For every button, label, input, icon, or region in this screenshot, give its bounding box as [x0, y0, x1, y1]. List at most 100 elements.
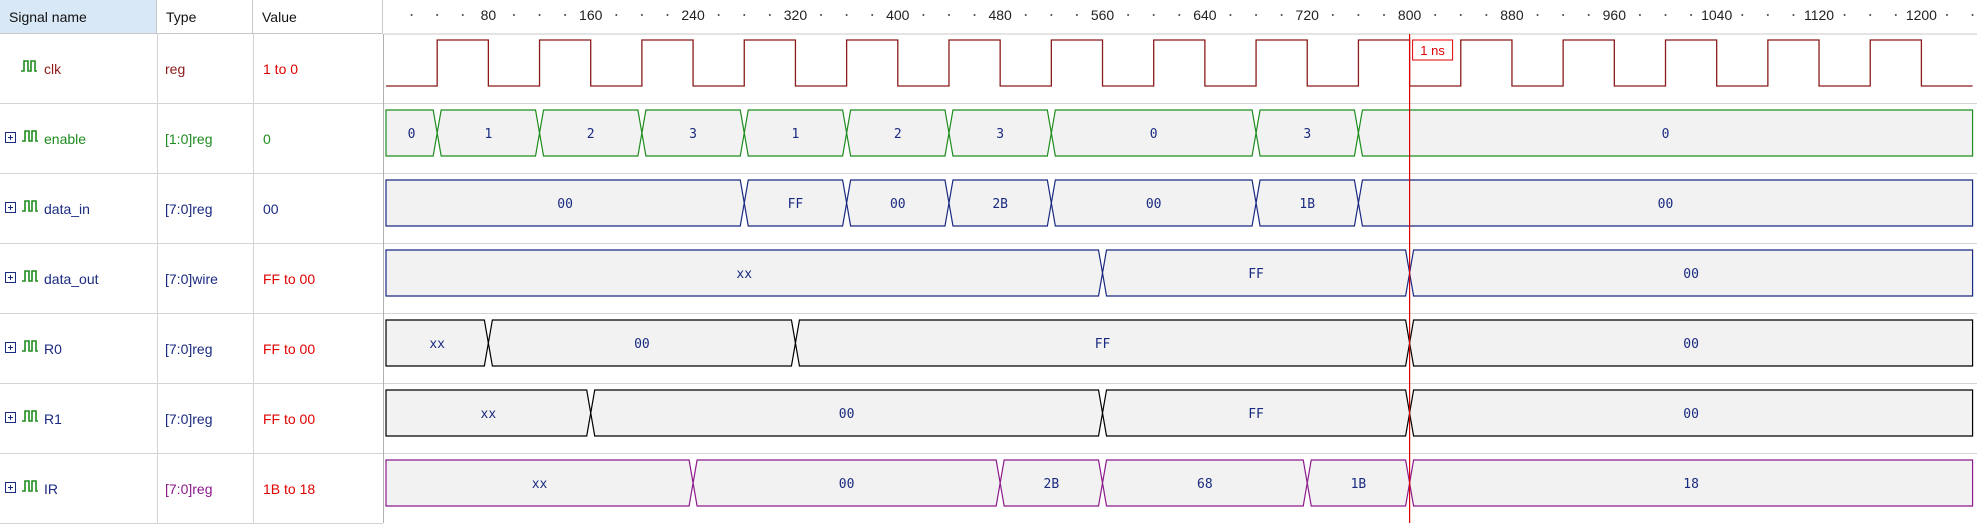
bus-segment — [385, 249, 1104, 297]
signal-name: data_out — [44, 271, 99, 287]
bus-value-label: 00 — [839, 477, 855, 492]
bus-value-label: 2 — [587, 127, 595, 142]
ruler-minor-tick — [1255, 14, 1258, 16]
bus-value-label: FF — [788, 197, 804, 212]
expand-icon[interactable] — [5, 412, 16, 423]
ruler-tick-label: 1120 — [1804, 7, 1834, 23]
ruler-minor-tick — [1178, 14, 1181, 16]
bus-value-label: 18 — [1683, 477, 1699, 492]
signal-value: 1B to 18 — [263, 481, 316, 497]
ruler-minor-tick — [1331, 14, 1334, 16]
column-divider[interactable] — [253, 34, 254, 523]
ruler-tick-label: 160 — [579, 7, 603, 23]
ruler-minor-tick — [1536, 14, 1539, 16]
ruler-minor-tick — [1741, 14, 1744, 16]
expand-icon[interactable] — [5, 482, 16, 493]
expand-icon[interactable] — [5, 272, 16, 283]
bus-value-label: 0 — [1150, 127, 1158, 142]
signal-value: FF to 00 — [263, 271, 316, 287]
signal-row-r1[interactable]: R1 [7:0]reg FF to 00 — [0, 384, 383, 454]
ruler-minor-tick — [1638, 14, 1641, 16]
ruler-tick-label: 240 — [681, 7, 705, 23]
ruler-minor-tick — [1562, 14, 1565, 16]
signal-row-r0[interactable]: R0 [7:0]reg FF to 00 — [0, 314, 383, 384]
bus-value-label: 0 — [1662, 127, 1670, 142]
ruler-minor-tick — [1383, 14, 1386, 16]
signal-waveform-icon — [22, 340, 38, 352]
bus-value-label: 3 — [1303, 127, 1311, 142]
cursor-label-text: 1 ns — [1420, 43, 1445, 58]
bus-value-label: xx — [532, 477, 548, 492]
signal-row-clk[interactable]: clk reg 1 to 0 — [0, 34, 383, 104]
clk-waveform — [386, 39, 1973, 87]
signal-row-data_out[interactable]: data_out [7:0]wire FF to 00 — [0, 244, 383, 314]
expand-icon[interactable] — [5, 202, 16, 213]
ruler-minor-tick — [1459, 14, 1462, 16]
signal-waveform-icon — [22, 480, 38, 492]
bus-value-label: 00 — [634, 337, 650, 352]
signal-value: 1 to 0 — [263, 61, 299, 77]
bus-value-label: 2 — [894, 127, 902, 142]
ruler-minor-tick — [564, 14, 567, 16]
pane-divider[interactable] — [383, 34, 384, 523]
ruler-tick-label: 1040 — [1701, 7, 1732, 23]
bus-value-label: xx — [429, 337, 445, 352]
bus-value-label: 1B — [1351, 477, 1367, 492]
ruler-tick-label: 640 — [1193, 7, 1217, 23]
signal-name: enable — [44, 131, 87, 147]
signal-type: [7:0]reg — [165, 201, 213, 217]
signal-row-enable[interactable]: enable [1:0]reg 0 — [0, 104, 383, 174]
signal-waveform-icon — [22, 410, 38, 422]
ruler-tick-label: 720 — [1296, 7, 1320, 23]
ruler-minor-tick — [512, 14, 515, 16]
bus-value-label: 3 — [996, 127, 1004, 142]
signal-waveform-icon — [22, 270, 38, 282]
column-header-signal-name[interactable]: Signal name — [0, 0, 157, 34]
bus-value-label: xx — [736, 267, 752, 282]
bus-value-label: 1 — [484, 127, 492, 142]
bus-segment — [1408, 389, 1974, 437]
signal-waveform-icon — [21, 60, 37, 72]
bus-value-label: 00 — [890, 197, 906, 212]
bus-segment — [1408, 319, 1974, 367]
ruler-minor-tick — [1690, 14, 1693, 16]
cursor-label-box — [1412, 39, 1454, 61]
signal-type: [1:0]reg — [165, 131, 213, 147]
ruler-minor-tick — [436, 14, 439, 16]
expand-icon[interactable] — [5, 342, 16, 353]
ruler-tick-label: 320 — [784, 7, 808, 23]
waveform-pane[interactable]: 80 160 240 320 400 480 560 640 720 800 880 960 1040 1… — [384, 0, 1977, 523]
ruler-minor-tick — [615, 14, 618, 16]
column-header-value[interactable]: Value — [253, 0, 383, 34]
bus-value-label: FF — [1248, 267, 1264, 282]
signal-value: FF to 00 — [263, 341, 316, 357]
bus-value-label: 00 — [1683, 267, 1699, 282]
column-divider[interactable] — [157, 34, 158, 523]
ruler-minor-tick — [1280, 14, 1283, 16]
expand-icon[interactable] — [5, 132, 16, 143]
bus-value-label: 00 — [1683, 407, 1699, 422]
signal-row-ir[interactable]: IR [7:0]reg 1B to 18 — [0, 454, 383, 524]
cursor-label[interactable]: 1 ns — [1412, 39, 1454, 61]
ruler-minor-tick — [1050, 14, 1053, 16]
signal-type: [7:0]reg — [165, 341, 213, 357]
bus-value-label: 00 — [1658, 197, 1674, 212]
ruler-minor-tick — [1869, 14, 1872, 16]
signal-name: data_in — [44, 201, 90, 217]
ruler-minor-tick — [666, 14, 669, 16]
column-header-type[interactable]: Type — [157, 0, 253, 34]
ruler-tick-label: 960 — [1603, 7, 1627, 23]
bus-segment — [385, 389, 592, 437]
bus-value-label: 00 — [557, 197, 573, 212]
bus-value-label: 3 — [689, 127, 697, 142]
bus-value-label: FF — [1248, 407, 1264, 422]
ruler-minor-tick — [1587, 14, 1590, 16]
bus-value-label: 00 — [1683, 337, 1699, 352]
bus-segment — [1408, 459, 1974, 507]
ruler-tick-label: 880 — [1500, 7, 1524, 23]
signal-row-data_in[interactable]: data_in [7:0]reg 00 — [0, 174, 383, 244]
ruler-tick-label: 560 — [1091, 7, 1115, 23]
bus-segment — [1408, 249, 1974, 297]
ruler-tick-label: 1200 — [1906, 7, 1937, 23]
ruler-minor-tick — [461, 14, 464, 16]
